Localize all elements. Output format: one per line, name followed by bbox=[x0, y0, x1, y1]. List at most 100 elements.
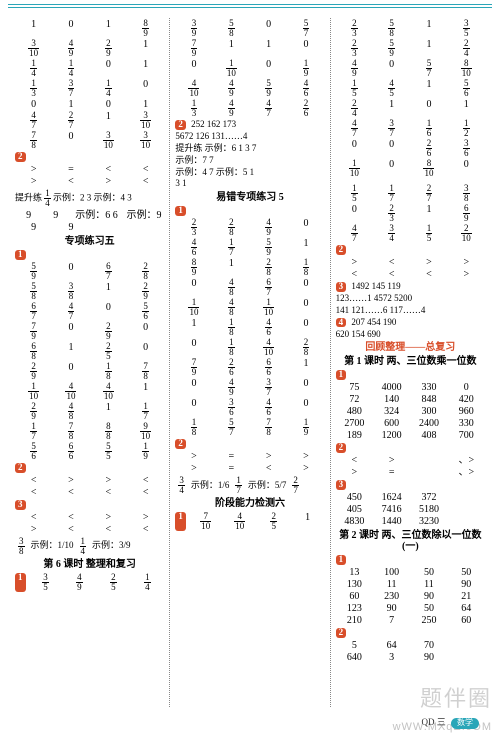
grid-cell: 410 bbox=[90, 382, 127, 401]
sym-cell: < bbox=[90, 164, 127, 175]
grid-row: 480324300960 bbox=[336, 406, 485, 417]
text: 提升练 bbox=[15, 192, 42, 202]
row: 2 bbox=[336, 628, 485, 638]
sym-cell: < bbox=[90, 524, 127, 535]
grid-row: 681250 bbox=[15, 342, 164, 361]
cell: 9 bbox=[15, 210, 42, 221]
grid-cell: 600 bbox=[373, 418, 410, 429]
badge-2: 2 bbox=[15, 463, 26, 473]
grid-cell: 0 bbox=[287, 398, 324, 417]
grid-cell: 59 bbox=[15, 262, 52, 281]
grid-cell: 2400 bbox=[410, 418, 447, 429]
grid-row: 130111190 bbox=[336, 579, 485, 590]
sym-row: >=<< bbox=[15, 164, 164, 175]
grid-cell bbox=[448, 652, 485, 663]
sym-row: ><>< bbox=[15, 176, 164, 187]
footer-badge: 数学 bbox=[451, 718, 479, 729]
grid-cell: 18 bbox=[287, 258, 324, 277]
grid-cell: 35 bbox=[448, 19, 485, 38]
grid-cell: 78 bbox=[127, 362, 164, 381]
grid-cell: 810 bbox=[448, 59, 485, 78]
grid-cell: 210 bbox=[336, 615, 373, 626]
grid-cell: 24 bbox=[448, 39, 485, 58]
sym-cell: < bbox=[15, 475, 52, 486]
sym-cell: > bbox=[448, 269, 485, 280]
grid-row: 2901878 bbox=[15, 362, 164, 381]
grid-cell: 50 bbox=[410, 567, 447, 578]
grid-cell: 59 bbox=[250, 238, 287, 257]
grid-cell: 38 bbox=[448, 184, 485, 203]
grid-cell: 17 bbox=[15, 422, 52, 441]
grid-cell: 47 bbox=[336, 224, 373, 243]
section-title: 易错专项练习 5 bbox=[175, 192, 324, 203]
grid-cell: 110 bbox=[175, 298, 212, 317]
example-line: 34示例：1/617示例：5/727 bbox=[175, 476, 324, 495]
grid-cell: 14 bbox=[90, 79, 127, 98]
sym-cell: 、> bbox=[448, 455, 485, 466]
text-line: 示例：7 7 bbox=[175, 156, 324, 166]
sym-row: <<<< bbox=[15, 487, 164, 498]
grid-row: 177888910 bbox=[15, 422, 164, 441]
grid-row: 11008100 bbox=[336, 159, 485, 178]
footer: QD 三 数学 bbox=[422, 718, 483, 729]
grid-cell: 59 bbox=[250, 79, 287, 98]
row: 2 bbox=[175, 439, 324, 449]
grid-cell: 89 bbox=[175, 258, 212, 277]
sym-cell: < bbox=[373, 257, 410, 268]
frac-cell: 410 bbox=[223, 512, 257, 531]
sym-cell bbox=[410, 455, 447, 466]
sym-cell: < bbox=[52, 512, 89, 523]
sym-cell: < bbox=[52, 176, 89, 187]
grid-cell: 67 bbox=[15, 302, 52, 321]
columns: 1018931049291141401133714001014727131078… bbox=[10, 18, 490, 707]
sym-cell: < bbox=[52, 524, 89, 535]
grid-cell: 19 bbox=[127, 442, 164, 461]
sym-grid: >=>>>=<> bbox=[175, 451, 324, 474]
grid: 2358135235912449057810154515624101473716… bbox=[336, 19, 485, 178]
sym-row: ><<< bbox=[15, 524, 164, 535]
frac-cell: 25 bbox=[257, 512, 291, 531]
grid-cell: 26 bbox=[287, 99, 324, 118]
grid-cell: 100 bbox=[373, 567, 410, 578]
grid-cell: 0 bbox=[250, 59, 287, 78]
grid-cell: 78 bbox=[15, 131, 52, 150]
sym-cell: < bbox=[410, 269, 447, 280]
sym-cell: > bbox=[250, 451, 287, 462]
section-title: 第 6 课时 整理和复习 bbox=[15, 559, 164, 570]
row: 1 bbox=[175, 206, 324, 216]
badge-2: 2 bbox=[336, 443, 347, 453]
sym-cell: < bbox=[127, 524, 164, 535]
grid-cell: 18 bbox=[213, 338, 250, 357]
badge-2: 2 bbox=[175, 439, 186, 449]
grid-cell: 0 bbox=[52, 362, 89, 381]
grid-row: 2948117 bbox=[15, 402, 164, 421]
grid-row: 141401 bbox=[15, 59, 164, 78]
row: 4 207 454 190 bbox=[336, 318, 485, 328]
grid-cell: 90 bbox=[410, 591, 447, 602]
grid-cell: 310 bbox=[127, 131, 164, 150]
grid-cell: 79 bbox=[175, 358, 212, 377]
grid-row: 49057810 bbox=[336, 59, 485, 78]
grid-row: 2328490 bbox=[175, 218, 324, 237]
grid-cell: 0 bbox=[373, 139, 410, 158]
frac-cell: 35 bbox=[29, 573, 63, 592]
row: 2 bbox=[336, 443, 485, 453]
grid-cell: 410 bbox=[250, 338, 287, 357]
grid-cell: 29 bbox=[90, 322, 127, 341]
grid-cell: 56 bbox=[15, 442, 52, 461]
row: 1 35 49 25 14 bbox=[15, 573, 164, 592]
grid-cell: 25 bbox=[90, 342, 127, 361]
sym-cell: > bbox=[90, 475, 127, 486]
grid-cell: 26 bbox=[410, 139, 447, 158]
grid-cell: 372 bbox=[410, 492, 447, 503]
grid-cell: 56 bbox=[448, 79, 485, 98]
sym-cell: < bbox=[127, 487, 164, 498]
grid-cell: 15 bbox=[336, 184, 373, 203]
frac-cell: 49 bbox=[62, 573, 96, 592]
footer-text: QD 三 bbox=[422, 717, 446, 727]
num-grid: 450162437240574165180483014403230 bbox=[336, 492, 485, 527]
grid-cell: 0 bbox=[448, 159, 485, 178]
grid-cell: 49 bbox=[336, 59, 373, 78]
grid-cell: 50 bbox=[410, 603, 447, 614]
promo-line: 提升练 14 示例：2 3 示例：4 3 bbox=[15, 189, 164, 208]
